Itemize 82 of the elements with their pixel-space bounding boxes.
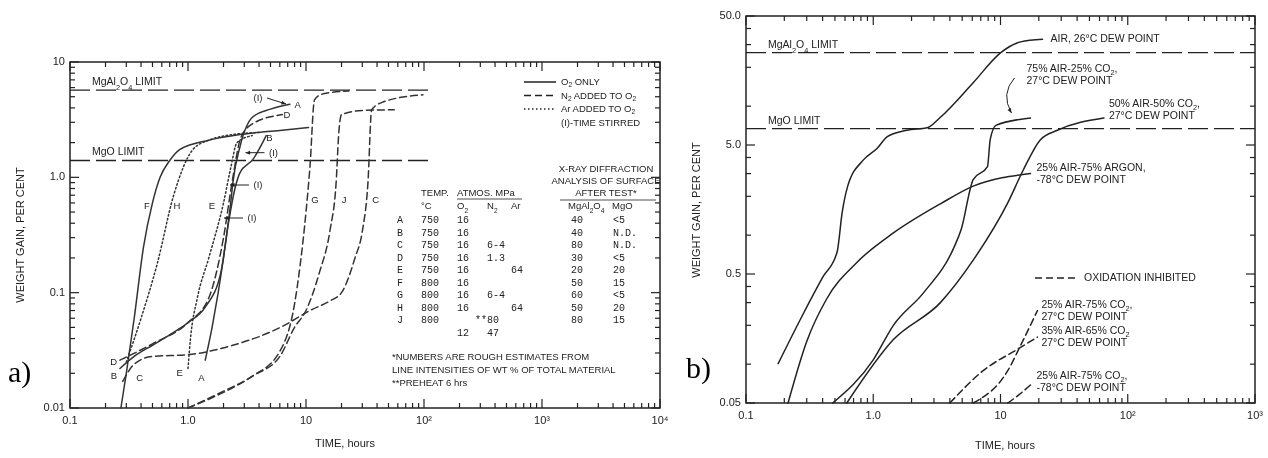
annotation: OXIDATION INHIBITED bbox=[1084, 270, 1197, 283]
annotation: A bbox=[294, 98, 302, 110]
y-tick-label: 50.0 bbox=[719, 8, 741, 21]
annotation: MgO bbox=[612, 200, 633, 211]
y-axis-title: WEIGHT GAIN, PER CENT bbox=[14, 166, 26, 303]
x-axis-title: TIME, hours bbox=[975, 439, 1036, 451]
annotation: °C bbox=[421, 200, 432, 211]
annotation: E 750 16 64 20 20 bbox=[397, 265, 626, 276]
x-tick-label: 10² bbox=[416, 414, 433, 426]
ref-line-label: MgAl$_{2}$O$_{4}$ LIMIT bbox=[92, 75, 163, 92]
annotation: E bbox=[208, 199, 216, 211]
annotation: A bbox=[198, 371, 206, 383]
annotation: N$_{2}$ ADDED TO O$_{2}$ bbox=[561, 89, 637, 102]
x-tick-label: 10³ bbox=[1247, 409, 1264, 421]
annotation: G 800 16 6-4 60 <5 bbox=[397, 290, 626, 301]
x-tick-label: 10 bbox=[994, 409, 1007, 421]
text: a) bbox=[8, 355, 32, 389]
annotation: (I) bbox=[269, 146, 278, 158]
annotation: J bbox=[341, 193, 347, 205]
annotation: (I) bbox=[247, 211, 257, 223]
series-label: 25% AIR-75% CO$_{2}$, -78°C DEW POINT bbox=[1036, 368, 1128, 393]
series-label: 25% AIR-75% ARGON, -78°C DEW POINT bbox=[1036, 160, 1146, 185]
annotation: N$_{2}$ bbox=[487, 200, 498, 214]
annotation: AFTER TEST* bbox=[575, 187, 638, 198]
text: b) bbox=[686, 351, 711, 385]
y-tick-label: 0.05 bbox=[719, 395, 741, 408]
series-label: 35% AIR-65% CO$_{2}$ 27°C DEW POINT bbox=[1041, 323, 1130, 348]
x-tick-label: 10⁴ bbox=[651, 414, 669, 426]
y-tick-label: 1.0 bbox=[49, 170, 65, 183]
annotation: C 750 16 6-4 80 N.D. bbox=[397, 240, 638, 251]
annotation: ATMOS. MPa bbox=[457, 187, 516, 198]
annotation: Ar bbox=[511, 200, 521, 211]
x-tick-label: 10³ bbox=[534, 414, 551, 426]
annotation: (I)-TIME STIRRED bbox=[561, 116, 641, 128]
annotation: B bbox=[266, 131, 273, 143]
y-tick-label: 0.5 bbox=[725, 266, 741, 279]
series-label: 50% AIR-50% CO$_{2}$, 27°C DEW POINT bbox=[1108, 96, 1201, 121]
x-tick-label: 1.0 bbox=[865, 409, 881, 421]
annotation: J 800 **80 80 15 bbox=[397, 315, 626, 326]
annotation: G bbox=[311, 193, 319, 205]
x-tick-label: 10² bbox=[1119, 409, 1137, 421]
ref-line-label: MgO LIMIT bbox=[768, 113, 822, 126]
annotation: **PREHEAT 6 hrs bbox=[392, 377, 468, 388]
annotation: C bbox=[372, 193, 380, 205]
annotation: D bbox=[283, 108, 291, 120]
x-axis-title: TIME, hours bbox=[315, 437, 376, 449]
annotation: A 750 16 40 <5 bbox=[397, 215, 626, 226]
text: 75% AIR-25% CO$_{2}$, 27°C DEW POINT bbox=[1026, 61, 1118, 86]
ref-line-label: MgAl$_{2}$O$_{4}$ LIMIT bbox=[768, 37, 839, 55]
y-tick-label: 0.1 bbox=[49, 285, 65, 298]
annotation: D bbox=[110, 355, 118, 367]
legend-label: AIR, 26°C DEW POINT bbox=[1050, 32, 1161, 45]
annotation: X-RAY DIFFRACTION bbox=[558, 163, 654, 174]
y-tick-label: 10 bbox=[52, 54, 65, 67]
x-tick-label: 10 bbox=[299, 414, 313, 426]
annotation: H 800 16 64 50 20 bbox=[397, 302, 626, 314]
annotation: LINE INTENSITIES OF WT % OF TOTAL MATERIAL bbox=[392, 364, 616, 375]
annotation: D 750 16 1.3 30 <5 bbox=[397, 252, 626, 264]
annotation: B 750 16 40 N.D. bbox=[397, 227, 638, 239]
annotation: F bbox=[144, 199, 151, 211]
annotation: *NUMBERS ARE ROUGH ESTIMATES FROM bbox=[392, 351, 590, 362]
annotation: O$_{2}$ ONLY bbox=[561, 75, 601, 89]
annotation: (I) bbox=[253, 178, 263, 190]
ref-line-label: MgO LIMIT bbox=[92, 145, 146, 158]
annotation: O$_{2}$ bbox=[457, 200, 469, 214]
annotation: F 800 16 50 15 bbox=[397, 277, 626, 289]
x-tick-label: 0.1 bbox=[62, 414, 78, 426]
y-tick-label: 0.01 bbox=[43, 400, 65, 413]
annotation: (I) bbox=[253, 91, 263, 103]
x-tick-label: 1.0 bbox=[180, 414, 196, 426]
annotation: E bbox=[176, 366, 183, 378]
annotation: C bbox=[136, 371, 144, 383]
series-label: 25% AIR-75% CO$_{2}$, 27°C DEW POINT bbox=[1041, 297, 1133, 322]
annotation: H bbox=[173, 199, 181, 211]
annotation: 12 47 bbox=[397, 327, 500, 339]
annotation: Ar ADDED TO O$_{2}$ bbox=[561, 102, 636, 116]
annotation: B bbox=[110, 369, 117, 381]
x-tick-label: 0.1 bbox=[738, 409, 754, 421]
annotation: MgAl$_{2}$O$_{4}$ bbox=[568, 200, 605, 214]
y-axis-title: WEIGHT GAIN, PER CENT bbox=[690, 141, 702, 278]
annotation: TEMP. bbox=[421, 187, 449, 198]
y-tick-label: 5.0 bbox=[725, 137, 741, 150]
